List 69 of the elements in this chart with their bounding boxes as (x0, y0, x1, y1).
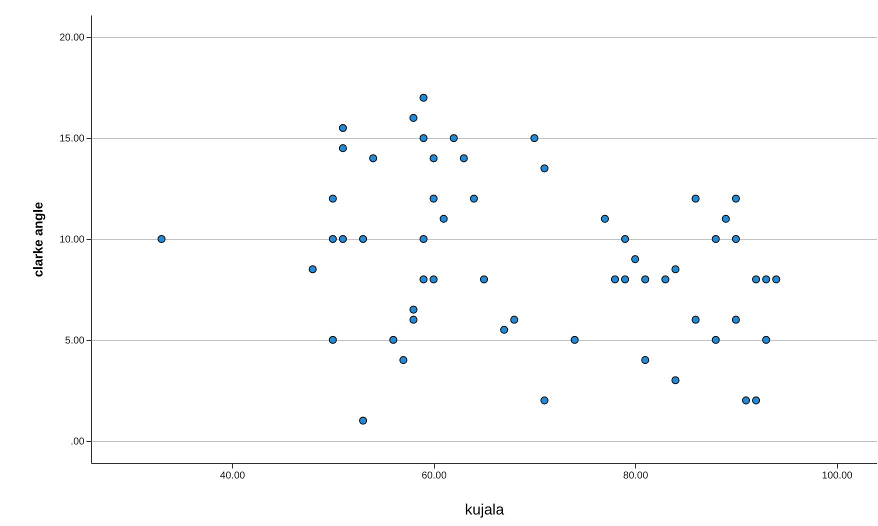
x-tick-label: 100.00 (822, 470, 853, 482)
y-tick-label: 5.00 (65, 335, 85, 346)
x-tick-label: 40.00 (220, 470, 246, 482)
point (692, 316, 700, 324)
y-axis-title: clarke angle (30, 202, 46, 278)
point (712, 336, 720, 344)
point (420, 234, 428, 244)
y-tick-label: .00 (70, 436, 85, 448)
point (732, 316, 740, 324)
point (641, 356, 650, 364)
point (450, 134, 458, 142)
y-tick-label: 15.00 (59, 134, 85, 145)
point (409, 306, 418, 314)
point (752, 275, 760, 284)
point (359, 416, 368, 425)
point (420, 275, 428, 284)
point (732, 194, 740, 203)
point (440, 214, 448, 223)
point (328, 234, 337, 244)
y-tick-label: 20.00 (59, 32, 85, 44)
y-tick-label: 10.00 (59, 234, 85, 246)
point (338, 124, 347, 132)
point (742, 396, 750, 404)
point (470, 194, 478, 203)
point (621, 234, 630, 244)
point (600, 214, 609, 223)
x-axis-title: kujala (464, 502, 505, 518)
point (752, 396, 760, 404)
point (732, 234, 740, 244)
point (338, 144, 347, 152)
point (540, 396, 548, 404)
point (762, 336, 770, 344)
point (328, 194, 337, 203)
point (671, 265, 680, 274)
point (430, 194, 438, 203)
point (158, 234, 166, 244)
point (338, 234, 347, 244)
point (359, 234, 368, 244)
point (762, 275, 770, 284)
point (430, 275, 438, 284)
point (530, 134, 538, 142)
point (631, 255, 640, 264)
point (460, 154, 468, 162)
point (420, 94, 428, 102)
point (722, 214, 730, 223)
point (621, 275, 630, 284)
point (540, 164, 548, 172)
point (772, 275, 780, 284)
point (671, 376, 680, 384)
point (712, 234, 720, 244)
point (610, 275, 620, 284)
point (389, 336, 398, 344)
point (510, 316, 518, 324)
point (430, 154, 438, 162)
point (661, 275, 670, 284)
x-tick-label: 80.00 (623, 470, 649, 482)
point (328, 336, 337, 344)
point (409, 316, 418, 324)
point (500, 326, 508, 334)
point (369, 154, 378, 162)
point (308, 265, 317, 274)
point (480, 275, 488, 284)
point (570, 336, 579, 344)
point (399, 356, 408, 364)
point (409, 114, 418, 122)
point (641, 275, 650, 284)
x-tick-label: 60.00 (422, 470, 448, 482)
point (420, 134, 428, 142)
point (692, 194, 700, 203)
